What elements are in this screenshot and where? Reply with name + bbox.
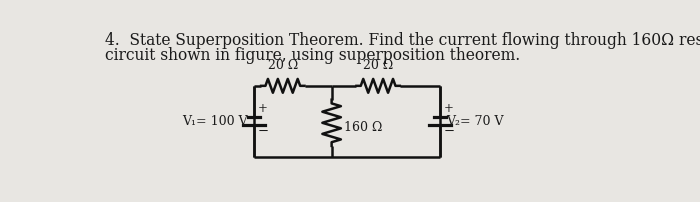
Text: −: −: [258, 125, 269, 138]
Text: V₁= 100 V: V₁= 100 V: [182, 115, 248, 128]
Text: 20 Ω: 20 Ω: [363, 59, 393, 72]
Text: V₂= 70 V: V₂= 70 V: [447, 115, 504, 128]
Text: +: +: [444, 102, 454, 115]
Text: −: −: [444, 125, 455, 138]
Text: 160 Ω: 160 Ω: [344, 121, 382, 134]
Text: 4.  State Superposition Theorem. Find the current flowing through 160Ω resistor : 4. State Superposition Theorem. Find the…: [104, 32, 700, 49]
Text: circuit shown in figure, using superposition theorem.: circuit shown in figure, using superposi…: [104, 47, 520, 64]
Text: 20 Ω: 20 Ω: [267, 59, 298, 72]
Text: +: +: [258, 102, 268, 115]
